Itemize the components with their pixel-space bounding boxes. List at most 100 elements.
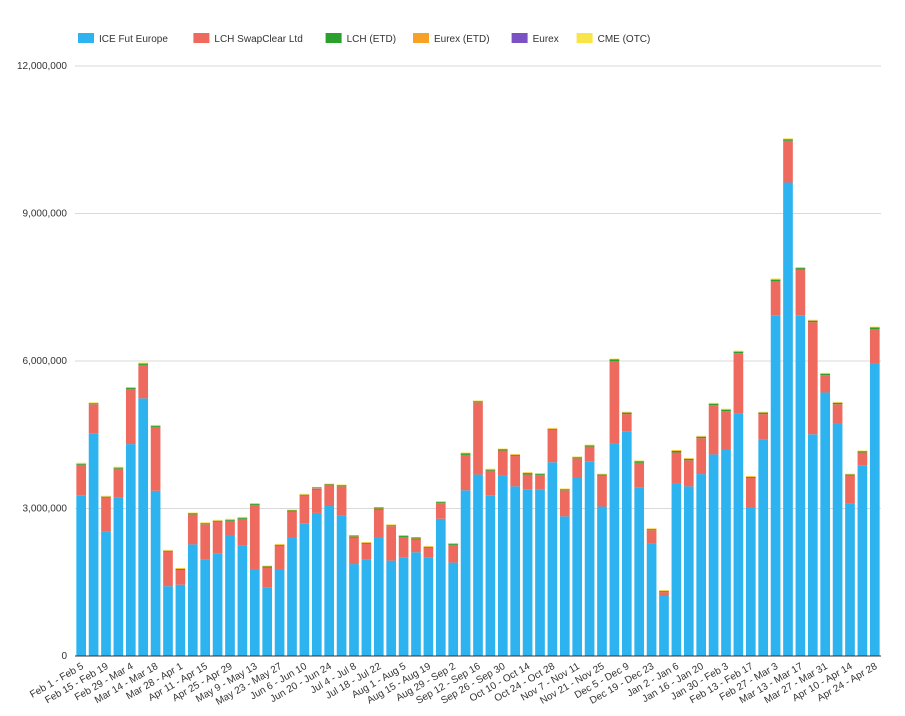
bar-lch-etd[interactable] bbox=[200, 523, 211, 525]
bar-cme-otc[interactable] bbox=[200, 522, 211, 523]
bar-lch-etd[interactable] bbox=[349, 536, 359, 538]
bar-ice-fut-europe[interactable] bbox=[448, 562, 459, 656]
bar-cme-otc[interactable] bbox=[485, 468, 496, 470]
bar-eurex-etd[interactable] bbox=[659, 590, 669, 592]
bar-lch-swapclear-ltd[interactable] bbox=[807, 322, 818, 435]
bar-ice-fut-europe[interactable] bbox=[510, 486, 521, 657]
bar-eurex-etd[interactable] bbox=[175, 568, 186, 569]
bar-eurex-etd[interactable] bbox=[795, 267, 806, 269]
bar-eurex[interactable] bbox=[411, 537, 421, 539]
bar-cme-otc[interactable] bbox=[572, 456, 583, 457]
bar-cme-otc[interactable] bbox=[448, 542, 459, 544]
bar-lch-swapclear-ltd[interactable] bbox=[547, 429, 558, 463]
bar-lch-etd[interactable] bbox=[125, 388, 136, 390]
bar-ice-fut-europe[interactable] bbox=[696, 474, 707, 656]
bar-lch-etd[interactable] bbox=[175, 568, 186, 570]
bar-lch-swapclear-ltd[interactable] bbox=[411, 539, 421, 553]
bar-ice-fut-europe[interactable] bbox=[634, 487, 645, 656]
bar-eurex-etd[interactable] bbox=[460, 453, 471, 454]
bar-eurex-etd[interactable] bbox=[559, 488, 570, 490]
bar-eurex-etd[interactable] bbox=[225, 519, 235, 520]
bar-lch-swapclear-ltd[interactable] bbox=[287, 511, 297, 538]
bar-lch-etd[interactable] bbox=[535, 474, 545, 476]
bar-lch-etd[interactable] bbox=[299, 494, 310, 496]
legend-label-eurex-etd[interactable]: Eurex (ETD) bbox=[434, 34, 490, 45]
bar-eurex-etd[interactable] bbox=[646, 528, 657, 530]
bar-lch-etd[interactable] bbox=[733, 351, 744, 354]
bar-ice-fut-europe[interactable] bbox=[411, 552, 421, 656]
bar-ice-fut-europe[interactable] bbox=[609, 443, 620, 656]
bar-eurex-etd[interactable] bbox=[200, 522, 211, 524]
bar-lch-swapclear-ltd[interactable] bbox=[150, 426, 161, 491]
bar-lch-swapclear-ltd[interactable] bbox=[200, 524, 211, 560]
bar-lch-swapclear-ltd[interactable] bbox=[708, 405, 719, 455]
bar-eurex-etd[interactable] bbox=[324, 483, 335, 485]
bar-eurex-etd[interactable] bbox=[758, 412, 769, 413]
bar-lch-swapclear-ltd[interactable] bbox=[435, 503, 446, 519]
bar-eurex-etd[interactable] bbox=[311, 488, 322, 489]
bar-ice-fut-europe[interactable] bbox=[770, 315, 781, 656]
bar-eurex-etd[interactable] bbox=[76, 463, 87, 464]
bar-lch-swapclear-ltd[interactable] bbox=[510, 455, 521, 487]
bar-ice-fut-europe[interactable] bbox=[783, 182, 793, 656]
bar-lch-swapclear-ltd[interactable] bbox=[336, 486, 347, 516]
bar-lch-swapclear-ltd[interactable] bbox=[733, 353, 744, 414]
bar-eurex-etd[interactable] bbox=[535, 473, 545, 475]
bar-lch-etd[interactable] bbox=[386, 525, 397, 527]
bar-ice-fut-europe[interactable] bbox=[336, 515, 347, 656]
bar-eurex-etd[interactable] bbox=[547, 428, 558, 429]
bar-lch-swapclear-ltd[interactable] bbox=[621, 414, 632, 432]
bar-eurex-etd[interactable] bbox=[386, 524, 397, 526]
bar-lch-etd[interactable] bbox=[324, 484, 335, 486]
bar-ice-fut-europe[interactable] bbox=[845, 503, 855, 656]
bar-cme-otc[interactable] bbox=[522, 472, 533, 473]
bar-ice-fut-europe[interactable] bbox=[187, 544, 198, 656]
bar-lch-swapclear-ltd[interactable] bbox=[671, 452, 682, 484]
bar-lch-etd[interactable] bbox=[138, 363, 149, 365]
bar-lch-swapclear-ltd[interactable] bbox=[299, 495, 310, 524]
bar-cme-otc[interactable] bbox=[373, 507, 384, 508]
bar-eurex-etd[interactable] bbox=[138, 362, 149, 364]
bar-eurex-etd[interactable] bbox=[832, 402, 843, 403]
bar-lch-etd[interactable] bbox=[274, 544, 285, 546]
bar-lch-swapclear-ltd[interactable] bbox=[535, 475, 545, 490]
bar-cme-otc[interactable] bbox=[398, 535, 409, 536]
bar-lch-etd[interactable] bbox=[448, 543, 459, 545]
bar-eurex-etd[interactable] bbox=[336, 484, 347, 486]
bar-cme-otc[interactable] bbox=[435, 501, 446, 502]
bar-lch-swapclear-ltd[interactable] bbox=[485, 470, 496, 496]
bar-lch-etd[interactable] bbox=[225, 519, 235, 521]
bar-lch-swapclear-ltd[interactable] bbox=[473, 402, 483, 475]
bar-lch-swapclear-ltd[interactable] bbox=[795, 269, 806, 316]
bar-cme-otc[interactable] bbox=[770, 278, 781, 279]
bar-cme-otc[interactable] bbox=[460, 452, 471, 453]
bar-cme-otc[interactable] bbox=[150, 424, 161, 426]
bar-cme-otc[interactable] bbox=[349, 535, 359, 536]
bar-lch-swapclear-ltd[interactable] bbox=[386, 526, 397, 561]
bar-ice-fut-europe[interactable] bbox=[708, 454, 719, 656]
bar-ice-fut-europe[interactable] bbox=[460, 490, 471, 656]
bar-lch-etd[interactable] bbox=[584, 445, 595, 447]
bar-lch-etd[interactable] bbox=[423, 546, 434, 548]
bar-lch-swapclear-ltd[interactable] bbox=[448, 544, 459, 563]
bar-cme-otc[interactable] bbox=[287, 509, 297, 510]
bar-cme-otc[interactable] bbox=[683, 457, 694, 459]
bar-ice-fut-europe[interactable] bbox=[76, 495, 87, 656]
bar-lch-swapclear-ltd[interactable] bbox=[659, 592, 669, 597]
bar-cme-otc[interactable] bbox=[721, 408, 731, 410]
bar-lch-swapclear-ltd[interactable] bbox=[845, 475, 855, 504]
bar-cme-otc[interactable] bbox=[708, 402, 719, 404]
bar-eurex-etd[interactable] bbox=[423, 546, 434, 547]
bar-eurex[interactable] bbox=[373, 507, 384, 509]
bar-lch-swapclear-ltd[interactable] bbox=[460, 454, 471, 491]
bar-ice-fut-europe[interactable] bbox=[745, 507, 756, 656]
bar-cme-otc[interactable] bbox=[88, 402, 99, 403]
bar-lch-swapclear-ltd[interactable] bbox=[324, 485, 335, 507]
bar-eurex-etd[interactable] bbox=[150, 425, 161, 426]
bar-cme-otc[interactable] bbox=[696, 435, 707, 437]
bar-lch-etd[interactable] bbox=[150, 425, 161, 427]
bar-ice-fut-europe[interactable] bbox=[423, 557, 434, 656]
bar-lch-etd[interactable] bbox=[411, 538, 421, 540]
bar-ice-fut-europe[interactable] bbox=[125, 444, 136, 656]
bar-lch-swapclear-ltd[interactable] bbox=[572, 458, 583, 479]
